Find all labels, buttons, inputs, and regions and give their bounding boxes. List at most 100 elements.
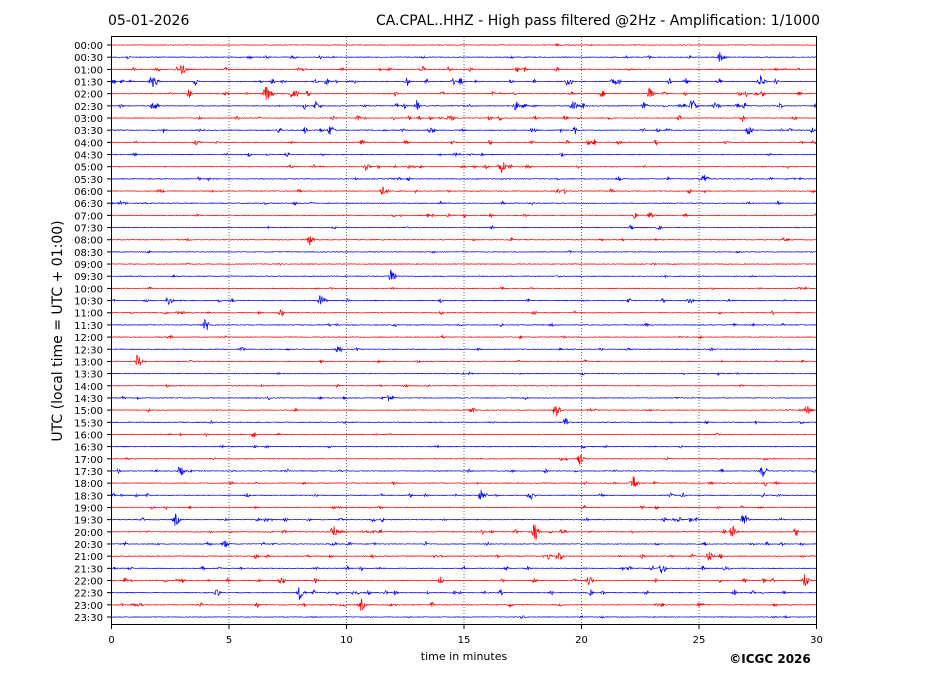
trace-0630 bbox=[111, 200, 817, 206]
y-tick-label: 18:30 bbox=[74, 491, 103, 502]
y-tick-label: 11:30 bbox=[74, 321, 103, 332]
x-axis: 0 5 10 15 20 25 30 bbox=[108, 625, 823, 646]
trace-0700 bbox=[111, 211, 817, 219]
trace-2200 bbox=[111, 574, 817, 587]
trace-0530 bbox=[111, 174, 817, 182]
y-tick-label: 12:00 bbox=[74, 333, 103, 344]
y-tick-label: 03:30 bbox=[74, 126, 103, 137]
trace-1630 bbox=[111, 444, 817, 450]
trace-0100 bbox=[111, 64, 817, 75]
trace-2100 bbox=[111, 551, 817, 561]
y-tick-label: 11:00 bbox=[74, 309, 103, 320]
trace-2130 bbox=[111, 565, 817, 574]
trace-1330 bbox=[111, 371, 817, 377]
trace-1100 bbox=[111, 309, 817, 318]
plot-frame bbox=[111, 36, 817, 625]
y-tick-label: 23:00 bbox=[74, 601, 103, 612]
x-tick-label: 5 bbox=[226, 635, 232, 646]
trace-1700 bbox=[111, 454, 817, 465]
trace-1500 bbox=[111, 406, 817, 417]
trace-1300 bbox=[111, 354, 817, 366]
y-tick-label: 00:30 bbox=[74, 53, 103, 64]
y-tick-label: 21:30 bbox=[74, 564, 103, 575]
trace-2330 bbox=[111, 614, 817, 620]
trace-1900 bbox=[111, 504, 817, 511]
traces bbox=[111, 43, 817, 620]
y-tick-label: 17:30 bbox=[74, 467, 103, 478]
y-tick-label: 16:30 bbox=[74, 443, 103, 454]
y-tick-label: 05:30 bbox=[74, 175, 103, 186]
x-tick-label: 20 bbox=[575, 635, 588, 646]
y-tick-label: 15:30 bbox=[74, 418, 103, 429]
x-axis-label: time in minutes bbox=[421, 650, 508, 663]
copyright: ©ICGC 2026 bbox=[729, 652, 811, 666]
y-tick-label: 00:00 bbox=[74, 41, 103, 52]
trace-0000 bbox=[111, 43, 817, 47]
trace-1030 bbox=[111, 295, 817, 306]
trace-0900 bbox=[111, 262, 817, 266]
y-tick-label: 16:00 bbox=[74, 430, 103, 441]
y-tick-label: 21:00 bbox=[74, 552, 103, 563]
y-tick-label: 09:00 bbox=[74, 260, 103, 271]
y-tick-label: 22:30 bbox=[74, 589, 103, 600]
y-tick-label: 03:00 bbox=[74, 114, 103, 125]
y-tick-label: 02:30 bbox=[74, 102, 103, 113]
x-tick-label: 0 bbox=[108, 635, 114, 646]
trace-1530 bbox=[111, 418, 817, 426]
trace-0230 bbox=[111, 99, 817, 111]
y-tick-label: 02:00 bbox=[74, 90, 103, 101]
trace-2230 bbox=[111, 587, 817, 600]
trace-1000 bbox=[111, 285, 817, 291]
y-tick-label: 06:00 bbox=[74, 187, 103, 198]
y-tick-label: 22:00 bbox=[74, 576, 103, 587]
y-tick-label: 18:00 bbox=[74, 479, 103, 490]
trace-0600 bbox=[111, 186, 817, 195]
trace-0800 bbox=[111, 236, 817, 246]
y-tick-label: 08:00 bbox=[74, 236, 103, 247]
trace-0730 bbox=[111, 224, 817, 231]
x-tick-label: 30 bbox=[810, 635, 823, 646]
y-tick-label: 04:00 bbox=[74, 138, 103, 149]
y-tick-label: 06:30 bbox=[74, 199, 103, 210]
y-tick-label: 17:00 bbox=[74, 455, 103, 466]
x-tick-label: 10 bbox=[340, 635, 353, 646]
y-tick-label: 01:00 bbox=[74, 65, 103, 76]
y-tick-label: 15:00 bbox=[74, 406, 103, 417]
y-tick-label: 14:00 bbox=[74, 382, 103, 393]
trace-0030 bbox=[111, 52, 817, 62]
y-tick-label: 20:30 bbox=[74, 540, 103, 551]
trace-1600 bbox=[111, 432, 817, 438]
y-tick-label: 04:30 bbox=[74, 151, 103, 162]
trace-1230 bbox=[111, 346, 817, 353]
trace-1800 bbox=[111, 476, 817, 488]
y-tick-label: 09:30 bbox=[74, 272, 103, 283]
y-axis-label: UTC (local time = UTC + 01:00) bbox=[50, 220, 66, 441]
trace-0200 bbox=[111, 86, 817, 101]
trace-0400 bbox=[111, 138, 817, 146]
trace-1130 bbox=[111, 318, 817, 331]
x-tick-label: 15 bbox=[458, 635, 471, 646]
y-tick-label: 23:30 bbox=[74, 613, 103, 624]
y-tick-label: 07:00 bbox=[74, 211, 103, 222]
y-tick-label: 07:30 bbox=[74, 224, 103, 235]
y-tick-label: 05:00 bbox=[74, 163, 103, 174]
y-tick-label: 14:30 bbox=[74, 394, 103, 405]
trace-1200 bbox=[111, 334, 817, 340]
trace-0300 bbox=[111, 114, 817, 123]
trace-2030 bbox=[111, 540, 817, 548]
trace-1930 bbox=[111, 513, 817, 527]
y-tick-label: 10:30 bbox=[74, 297, 103, 308]
trace-0930 bbox=[111, 269, 817, 281]
trace-1400 bbox=[111, 383, 817, 388]
trace-1730 bbox=[111, 466, 817, 478]
y-tick-label: 01:30 bbox=[74, 78, 103, 89]
trace-0500 bbox=[111, 162, 817, 174]
x-tick-label: 25 bbox=[693, 635, 706, 646]
trace-0430 bbox=[111, 152, 817, 158]
trace-1430 bbox=[111, 394, 817, 402]
y-tick-label: 10:00 bbox=[74, 284, 103, 295]
grid-lines bbox=[228, 37, 700, 624]
y-tick-label: 12:30 bbox=[74, 345, 103, 356]
